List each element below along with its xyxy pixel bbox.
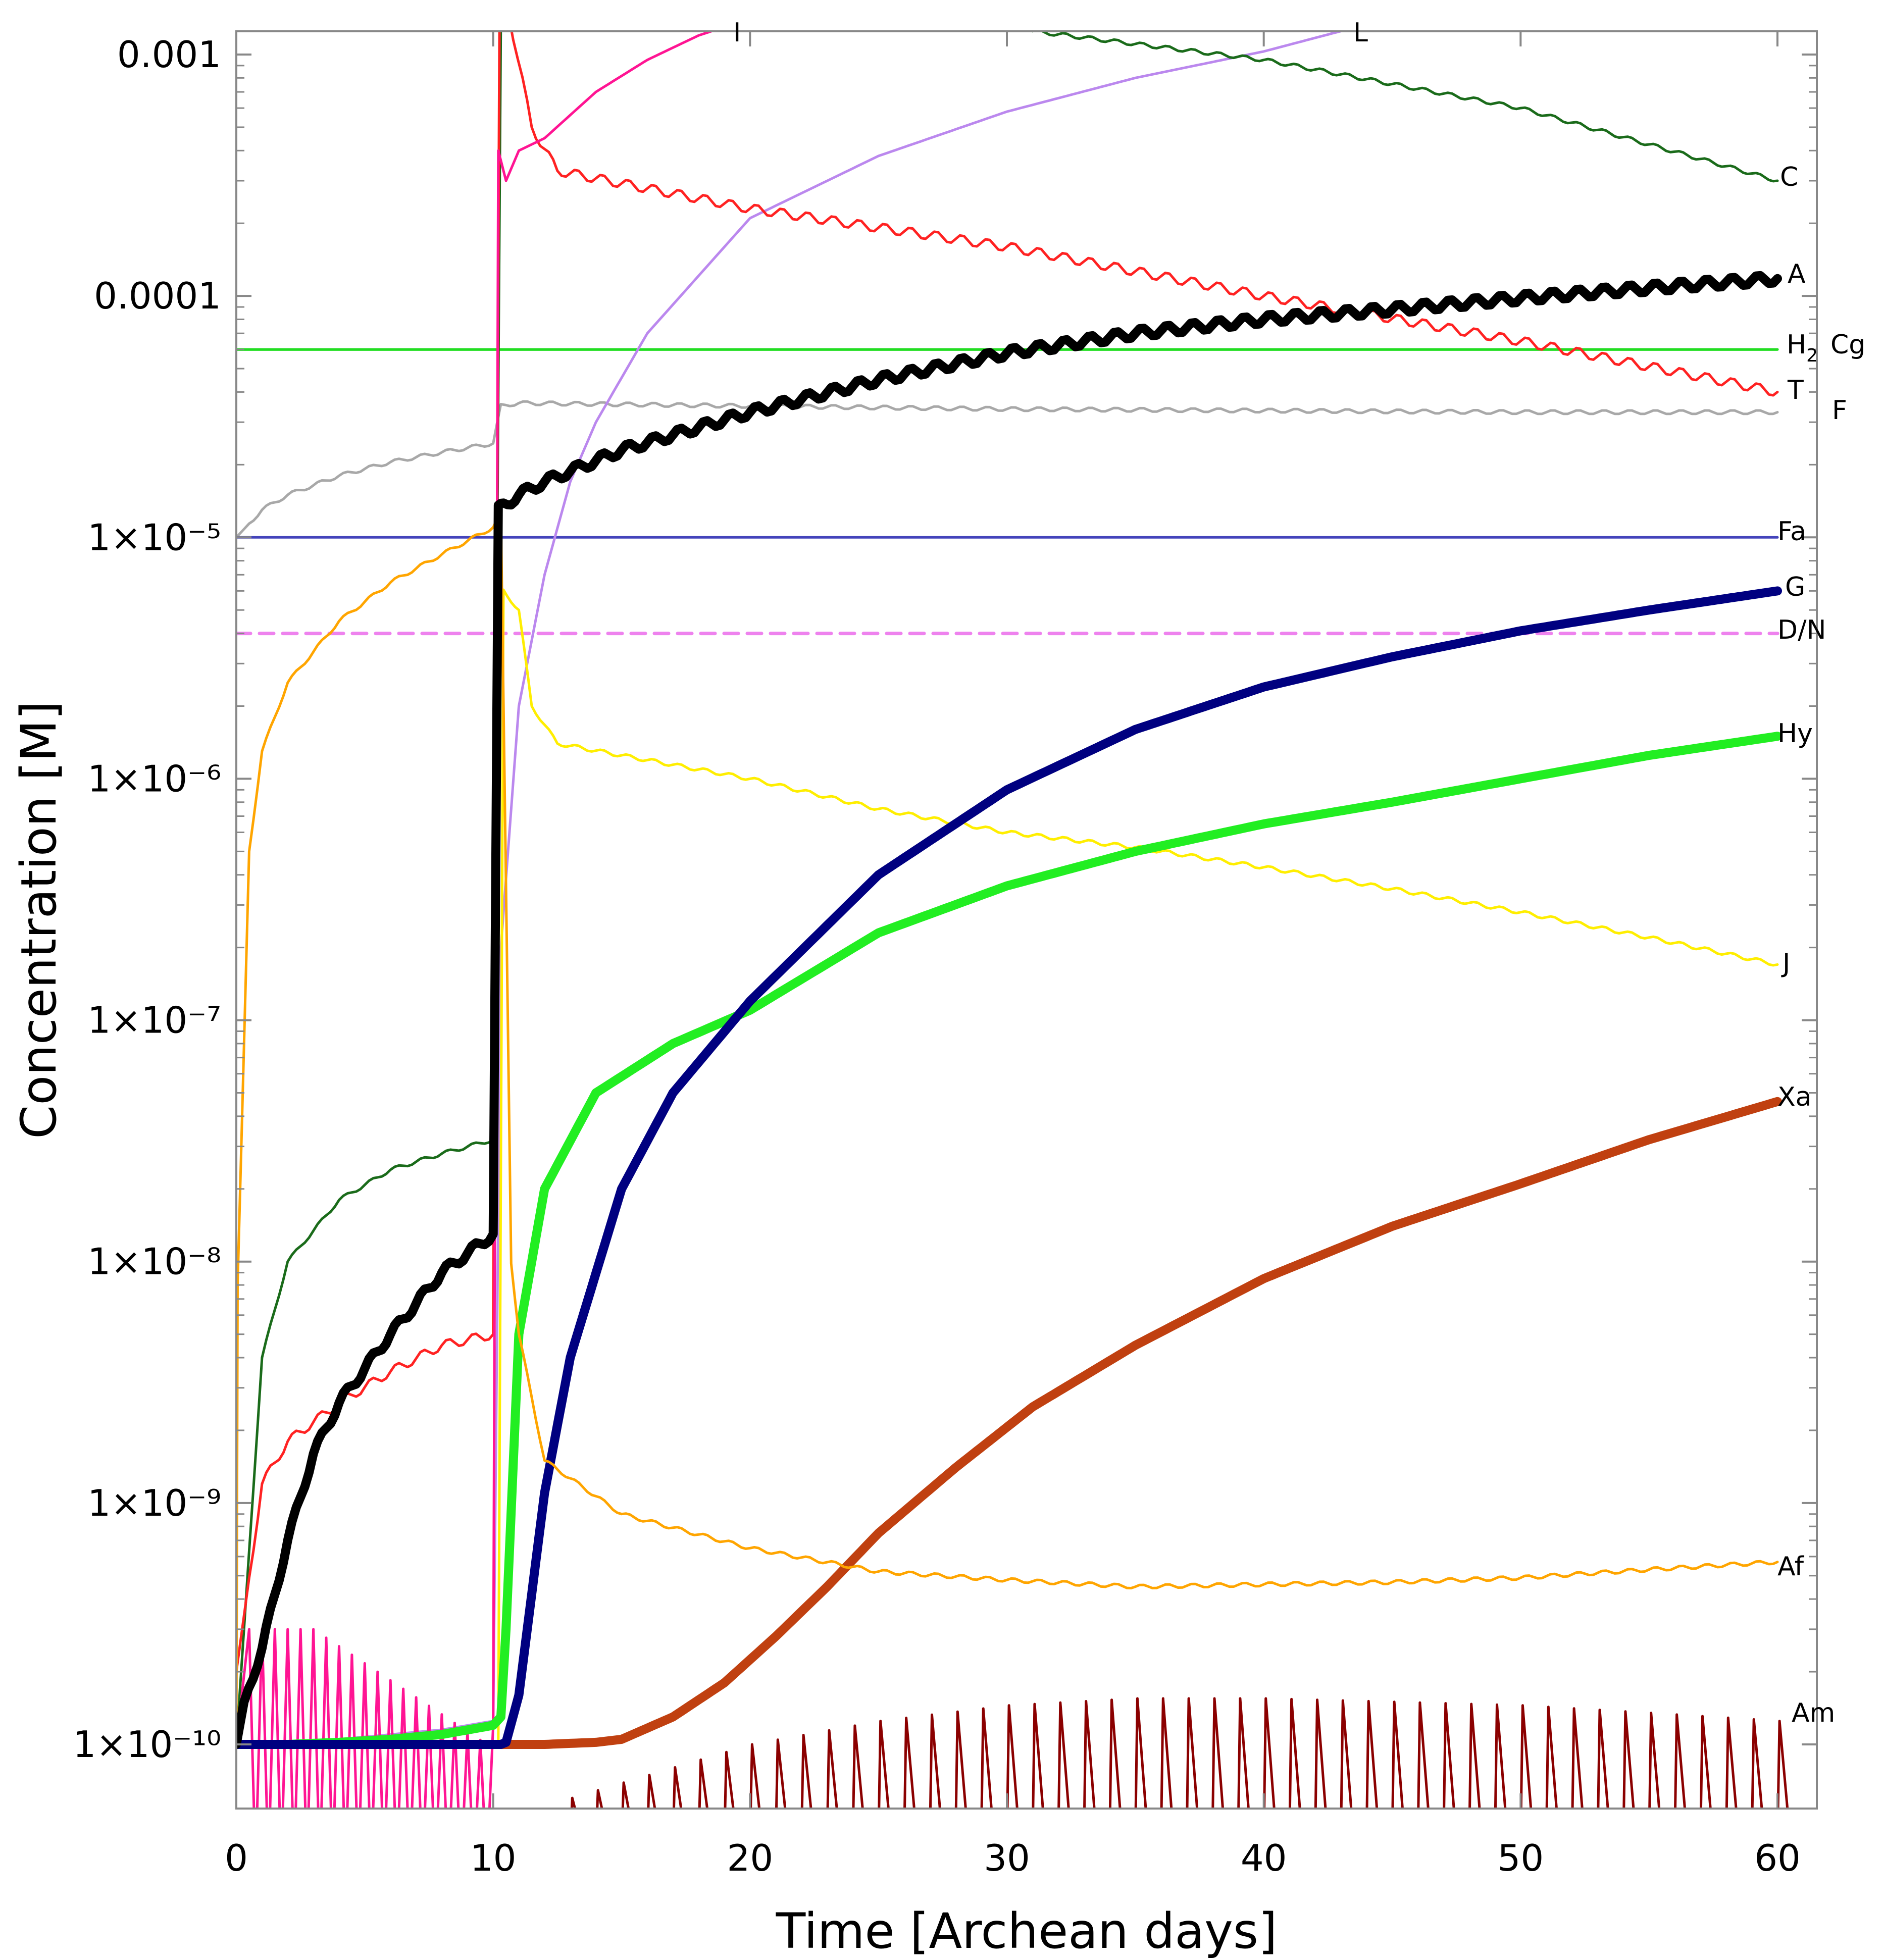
series-layer — [236, 31, 1789, 1809]
series-line-am — [570, 1697, 1789, 1809]
x-axis-label: Time [Archean days] — [776, 1903, 1278, 1959]
series-labels: C A H2 Cg TF Fa G D/N Hy J Xa Af Am I L — [733, 18, 1865, 1728]
series-label-j: J — [1781, 948, 1790, 978]
series-label-fa: Fa — [1777, 517, 1806, 547]
series-line-a — [236, 271, 1782, 1749]
series-label-a: A — [1788, 259, 1806, 289]
plot-frame — [235, 30, 1818, 1810]
series-label-h2: H2 — [1787, 330, 1818, 366]
y-tick-label: 1×10⁻⁶ — [87, 757, 221, 800]
x-tick-label: 60 — [1754, 1837, 1801, 1879]
series-line-g — [236, 586, 1782, 1749]
y-tick-label: 1×10⁻⁹ — [87, 1482, 221, 1524]
series-label-af: Af — [1777, 1552, 1805, 1582]
series-line-hy — [236, 732, 1782, 1749]
series-line-f — [236, 400, 1779, 539]
axes-layer: 0 10 20 30 40 50 60 1×10⁻¹⁰ 1×10⁻⁹ 1×10⁻⁸ 1×10⁻⁷ 1×… — [73, 31, 1817, 1879]
y-tick-label: 1×10⁻⁷ — [87, 999, 221, 1042]
series-label-xa: Xa — [1777, 1082, 1812, 1112]
y-axis-label: Concentration [M] — [11, 701, 67, 1139]
series-line-i — [236, 31, 716, 1809]
series-label-hy: Hy — [1777, 718, 1813, 749]
series-line-af — [236, 510, 1779, 1746]
series-label-g: G — [1785, 572, 1805, 602]
series-label-i: I — [733, 18, 741, 48]
series-label-cg: Cg — [1830, 330, 1865, 360]
y-tick-label: 1×10⁻¹⁰ — [73, 1723, 221, 1766]
x-tick-label: 50 — [1498, 1837, 1544, 1879]
x-tick-label: 20 — [727, 1837, 774, 1879]
x-tick-label: 0 — [225, 1837, 248, 1879]
series-label-l: L — [1353, 18, 1368, 48]
y-tick-label: 0.0001 — [94, 275, 221, 317]
x-tick-label: 10 — [470, 1837, 517, 1879]
series-line-t — [236, 31, 1779, 1673]
series-label-c: C — [1780, 162, 1798, 192]
x-tick-label: 30 — [984, 1837, 1030, 1879]
y-tick-label: 0.001 — [117, 33, 221, 76]
series-label-t: T — [1787, 375, 1804, 405]
series-label-d-n: D/N — [1777, 615, 1826, 645]
y-tick-label: 1×10⁻⁵ — [87, 516, 221, 558]
x-tick-label: 40 — [1241, 1837, 1287, 1879]
series-label-f: F — [1832, 395, 1847, 426]
y-tick-label: 1×10⁻⁸ — [87, 1241, 221, 1283]
series-label-am: Am — [1792, 1698, 1835, 1728]
series-line-l — [236, 31, 1342, 1746]
